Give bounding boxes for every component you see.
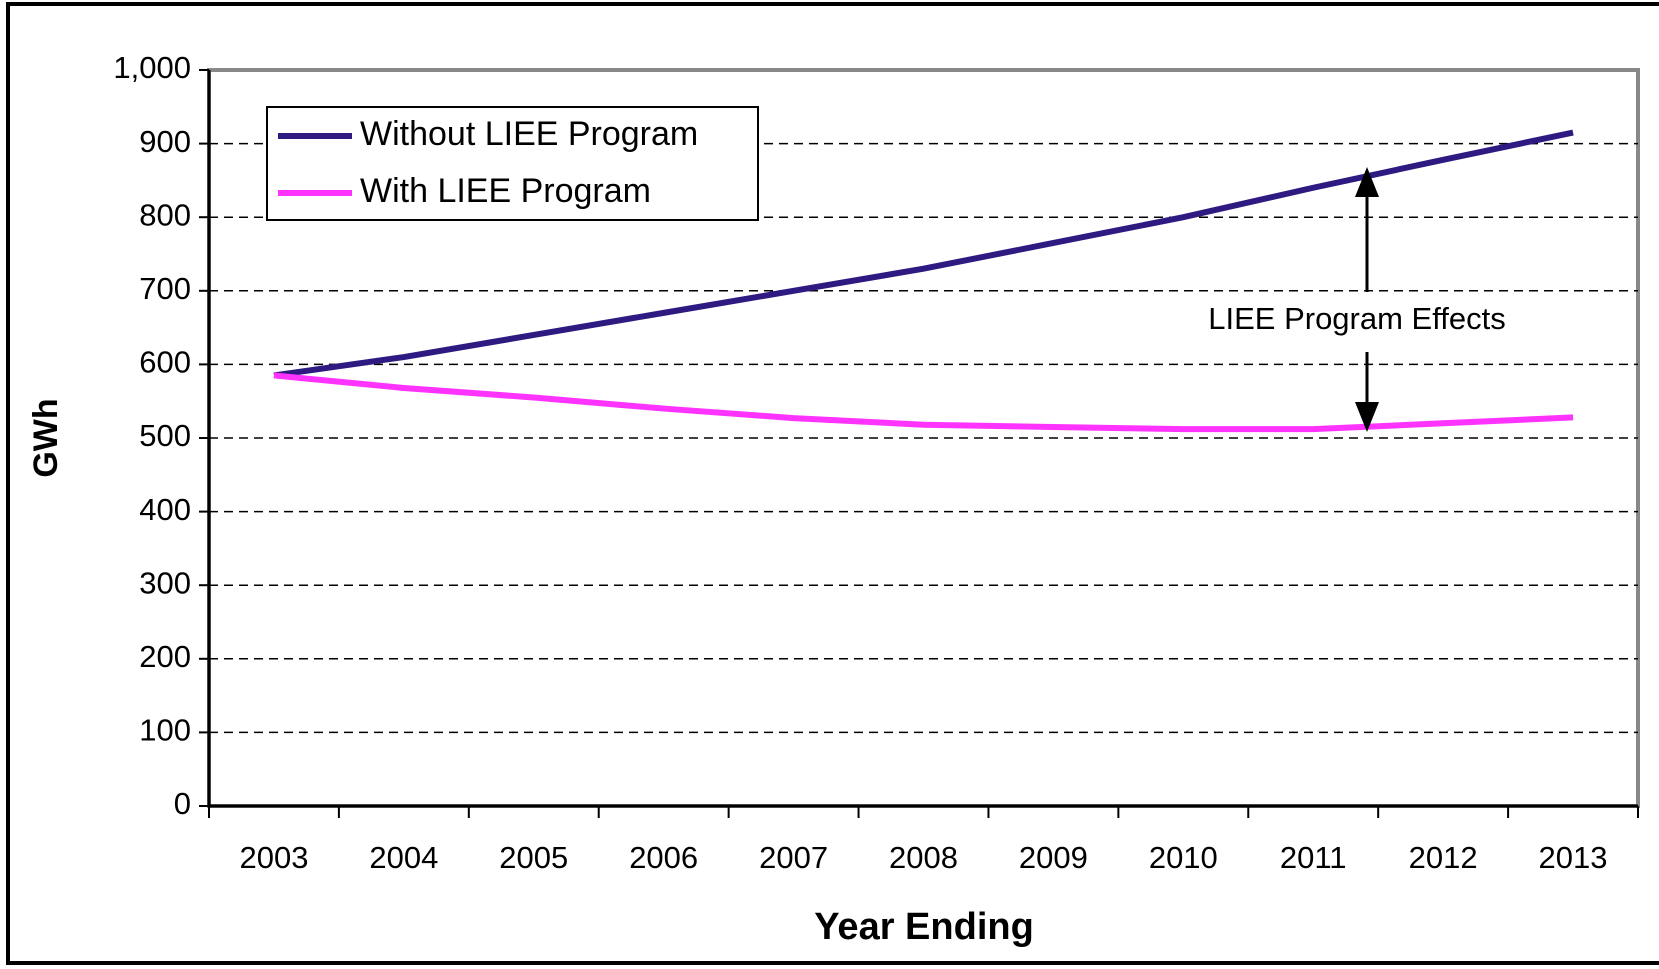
outer-frame — [6, 2, 1659, 965]
x-tick-label: 2007 — [759, 840, 828, 875]
y-tick-label: 600 — [139, 345, 191, 380]
legend-box — [266, 106, 759, 221]
y-tick-label: 500 — [139, 418, 191, 453]
y-tick-label: 400 — [139, 492, 191, 527]
x-tick-label: 2008 — [889, 840, 958, 875]
legend-label: With LIEE Program — [360, 172, 651, 210]
y-tick-label: 300 — [139, 565, 191, 600]
x-tick-label: 2012 — [1409, 840, 1478, 875]
legend-label: Without LIEE Program — [360, 115, 698, 153]
y-tick-label: 100 — [139, 713, 191, 748]
x-tick-label: 2005 — [499, 840, 568, 875]
x-tick-label: 2006 — [629, 840, 698, 875]
series-line — [273, 372, 1574, 433]
y-tick-label: 0 — [174, 786, 191, 821]
x-axis-label: Year Ending — [814, 906, 1034, 948]
x-tick-label: 2004 — [369, 840, 438, 875]
annotation: LIEE Program Effects — [1208, 301, 1506, 336]
x-tick-label: 2011 — [1280, 840, 1347, 875]
y-tick-label: 700 — [139, 271, 191, 306]
x-tick-label: 2009 — [1019, 840, 1088, 875]
x-tick-label: 2013 — [1539, 840, 1608, 875]
y-tick-label: 900 — [139, 124, 191, 159]
legend: Without LIEE Program With LIEE Program — [266, 106, 759, 221]
x-tick-label: 2003 — [239, 840, 308, 875]
y-tick-label: 800 — [139, 197, 191, 232]
y-axis-label: GWh — [27, 398, 65, 477]
x-tick-label: 2010 — [1149, 840, 1218, 875]
y-tick-label: 200 — [139, 639, 191, 674]
y-tick-label: 1,000 — [113, 50, 191, 85]
